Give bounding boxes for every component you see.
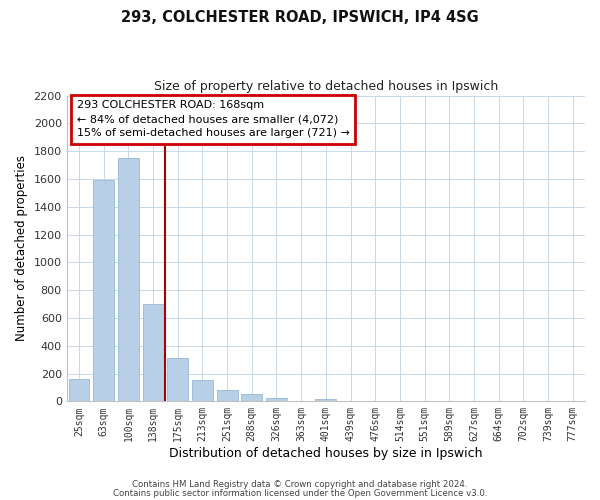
Title: Size of property relative to detached houses in Ipswich: Size of property relative to detached ho…: [154, 80, 498, 93]
Text: 293 COLCHESTER ROAD: 168sqm
← 84% of detached houses are smaller (4,072)
15% of : 293 COLCHESTER ROAD: 168sqm ← 84% of det…: [77, 100, 350, 138]
X-axis label: Distribution of detached houses by size in Ipswich: Distribution of detached houses by size …: [169, 447, 482, 460]
Bar: [68, 379, 89, 402]
Bar: [217, 390, 238, 402]
Bar: [192, 380, 213, 402]
Bar: [316, 399, 337, 402]
Y-axis label: Number of detached properties: Number of detached properties: [15, 156, 28, 342]
Text: Contains public sector information licensed under the Open Government Licence v3: Contains public sector information licen…: [113, 488, 487, 498]
Bar: [167, 358, 188, 402]
Bar: [266, 398, 287, 402]
Text: Contains HM Land Registry data © Crown copyright and database right 2024.: Contains HM Land Registry data © Crown c…: [132, 480, 468, 489]
Bar: [143, 304, 164, 402]
Text: 293, COLCHESTER ROAD, IPSWICH, IP4 4SG: 293, COLCHESTER ROAD, IPSWICH, IP4 4SG: [121, 10, 479, 25]
Bar: [241, 394, 262, 402]
Bar: [93, 180, 114, 402]
Bar: [118, 158, 139, 402]
